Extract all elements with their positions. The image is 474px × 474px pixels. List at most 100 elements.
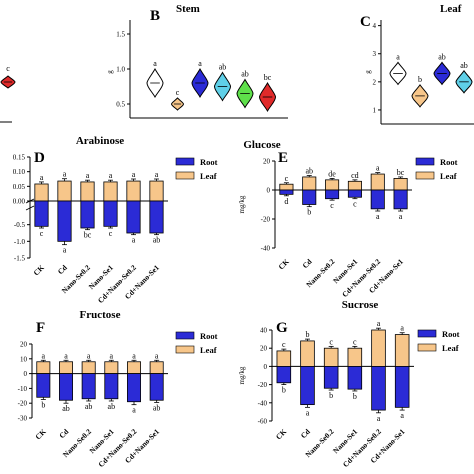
panel-e-category-label: Cd	[301, 256, 315, 270]
panel-g-leaf-sig-label: c	[282, 340, 286, 349]
panel-e-letter: E	[278, 150, 288, 166]
panel-b-title: Stem	[176, 3, 200, 15]
panel-g-root-sig-label: b	[353, 392, 357, 401]
panel-d-category-label: Cd	[56, 262, 70, 276]
panel-g-legend-leaf-swatch	[417, 343, 437, 352]
panel-d-leaf-bar	[126, 180, 141, 202]
panel-e-root-sig-label: c	[353, 200, 357, 209]
panel-e-y-tick-label: -40	[261, 245, 271, 253]
panel-b-sig-label: c	[176, 88, 180, 97]
panel-d-root-sig-label: bc	[84, 231, 92, 240]
panel-f-leaf-bar	[104, 361, 119, 375]
panel-d-leaf-bar	[34, 183, 49, 202]
panel-g-y-tick-label: -40	[258, 399, 268, 407]
panel-g-root-sig-label: a	[377, 414, 381, 423]
panel-f-root-sig-label: ab	[85, 402, 93, 411]
panel-e-leaf-bar	[325, 179, 340, 191]
panel-g-root-bar	[300, 365, 315, 406]
panel-e-root-sig-label: c	[330, 201, 334, 210]
panel-e-y-tick-label: 20	[263, 158, 271, 166]
panel-f-leaf-bar	[36, 361, 51, 375]
panel-g-root-bar	[394, 365, 410, 408]
panel-c-title: Leaf	[440, 3, 462, 15]
panel-g-root-sig-label: b	[282, 386, 286, 395]
panel-g-y-tick-label: -60	[258, 418, 268, 426]
panel-f-legend-leaf-label: Leaf	[200, 345, 217, 355]
panel-g-leaf-sig-label: a	[377, 319, 381, 328]
panel-e-root-bar	[325, 189, 340, 200]
panel-f-leaf-bar	[59, 361, 73, 375]
panel-g-title: Sucrose	[342, 299, 379, 311]
panel-b-y-tick-label: 0.5	[116, 101, 125, 109]
panel-d-leaf-bar	[149, 180, 164, 202]
panel-f-y-tick-label: 20	[20, 341, 28, 349]
panel-b-y-tick-label: 1.5	[116, 31, 125, 39]
panel-d-y-tick-label: 0.15	[13, 154, 26, 162]
panel-f-root-sig-label: ab	[62, 404, 70, 413]
panel-e-leaf-sig-label: de	[328, 169, 336, 178]
panel-d-root-sig-label: a	[63, 246, 67, 255]
panel-f-category-label: CK	[33, 427, 47, 441]
panel-d-leaf-bar	[80, 181, 95, 202]
panel-d-y-tick-label: 0.00	[13, 198, 26, 206]
panel-d-legend-root-swatch	[175, 157, 195, 166]
panel-f-root-bar	[104, 373, 119, 400]
panel-b-y-tick-label: 1.0	[116, 66, 125, 74]
panel-e-root-bar	[393, 189, 408, 210]
panel-d-y-tick-label: -0.5	[14, 221, 26, 229]
panel-d-leaf-sig-label: a	[132, 170, 136, 179]
panel-e-y-tick-label: 0	[267, 187, 271, 195]
panel-f-leaf-sig-label: a	[110, 351, 114, 360]
panel-f-title: Fructose	[80, 309, 121, 321]
panel-g-leaf-sig-label: c	[329, 337, 333, 346]
panel-b-sig-label: ab	[219, 63, 227, 72]
panel-c-y-tick-label: 1	[373, 106, 377, 114]
panel-f-y-tick-label: -10	[18, 385, 28, 393]
panel-f-legend-leaf-swatch	[175, 345, 195, 354]
panel-g-legend-root-swatch	[417, 329, 437, 338]
panel-g-leaf-sig-label: b	[306, 330, 310, 339]
panel-e-root-bar	[370, 189, 385, 210]
panel-g-leaf-bar	[394, 334, 410, 367]
panel-e-root-bar	[302, 189, 317, 205]
panel-f-leaf-sig-label: a	[64, 351, 68, 360]
panel-e-leaf-bar	[347, 180, 362, 191]
panel-e-leaf-sig-label: c	[285, 174, 289, 183]
panel-g-root-bar	[323, 365, 339, 389]
panel-b-sig-label: a	[153, 59, 157, 68]
panel-e-root-sig-label: a	[376, 212, 380, 221]
panel-f-legend-root-label: Root	[200, 331, 218, 341]
panel-d-category-label: CK	[32, 263, 46, 277]
panel-d-root-sig-label: a	[132, 236, 136, 245]
panel-g-y-tick-label: -20	[258, 381, 268, 389]
panel-c-sig-label: a	[396, 52, 400, 61]
panel-f-leaf-bar	[149, 361, 164, 375]
panel-d-letter: D	[34, 150, 45, 166]
panel-g-y-tick-label: 40	[260, 327, 268, 335]
panel-e-title: Glucose	[243, 139, 280, 151]
panel-e-leaf-sig-label: cd	[351, 171, 359, 180]
panel-e-category-label: CK	[277, 257, 291, 271]
panel-e-root-sig-label: a	[399, 212, 403, 221]
panel-g-category-label: Cd	[299, 426, 313, 440]
panel-g-root-bar	[347, 365, 363, 390]
panel-c-sig-label: ab	[460, 61, 468, 70]
panel-d-leaf-sig-label: a	[155, 170, 159, 179]
panel-f-root-sig-label: ab	[108, 402, 116, 411]
panel-f-root-bar	[127, 373, 141, 403]
panel-d-axis-break	[25, 198, 35, 204]
panel-d-leaf-sig-label: a	[63, 170, 67, 179]
panel-d-axis-break	[25, 205, 35, 211]
panel-g-y-tick-label: 0	[264, 363, 268, 371]
panel-f-leaf-bar	[81, 361, 96, 375]
panel-d-y-tick-label: 0.10	[13, 168, 26, 176]
panel-e-leaf-bar	[279, 183, 294, 191]
panel-f-y-tick-label: 10	[20, 355, 28, 363]
panel-c-y-label: g	[364, 70, 372, 74]
panel-g-legend-root-label: Root	[442, 329, 460, 339]
panel-d-legend-root-label: Root	[200, 157, 218, 167]
panel-d-legend-leaf-label: Leaf	[200, 171, 217, 181]
panel-d-root-bar	[34, 200, 49, 227]
panel-a-sig-label: c	[6, 64, 10, 73]
